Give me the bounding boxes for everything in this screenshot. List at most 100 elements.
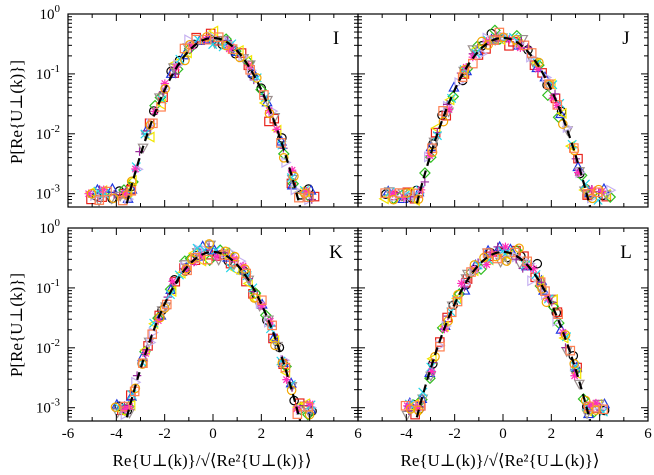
data-point-K-s10 [257,301,267,311]
data-point-I-s11 [108,193,119,204]
gaussian-fit-I [124,36,302,207]
data-point-L-s10 [585,400,595,410]
x-tick-label: 4 [306,426,314,442]
data-point-I-s12 [156,102,166,112]
data-point-J-s11 [593,184,604,195]
data-point-I-s10 [120,189,130,198]
data-point-J-s11 [402,188,412,198]
data-point-L-s10 [501,242,510,252]
data-point-J-s11 [438,116,449,127]
data-point-J-s5 [378,193,389,205]
y-tick-label: 10-1 [36,277,60,297]
data-point-I-s10 [187,41,197,51]
panel-I-data [84,25,320,207]
data-point-K-s10 [154,316,163,325]
data-point-K-s10 [120,405,130,414]
x-tick-label: -6 [62,426,75,442]
data-point-K-s12 [303,402,314,412]
data-point-K-s11 [229,251,240,262]
data-point-J-s11 [388,194,399,205]
data-point-J-s12 [569,143,579,153]
data-point-K-s11 [130,383,141,394]
data-point-I-s10 [226,42,236,51]
data-point-K-s12 [228,257,239,267]
x-tick-label: 0 [209,426,217,442]
data-point-L-s12 [452,296,463,307]
data-point-I-s11 [160,83,170,94]
data-point-K-s9 [192,243,202,253]
data-point-L-s11 [569,359,579,369]
data-point-I-s4 [305,184,317,195]
data-point-I-s3 [255,83,267,96]
data-point-K-s10 [168,277,177,286]
data-point-L-s12 [540,286,550,296]
data-point-L-s12 [482,248,493,258]
data-point-J-s9 [593,195,603,205]
data-point-I-s12 [227,44,238,54]
data-point-I-s10 [160,79,170,88]
data-point-I-s7 [184,34,195,46]
data-point-J-s6 [467,45,479,56]
y-axis-label-bottom: P[Re{U⊥(k)}] [7,273,26,377]
data-point-I-s10 [99,185,108,194]
data-point-L-s11 [501,256,512,266]
data-point-L-s8 [493,242,502,252]
y-tick-label: 100 [40,217,61,237]
panels-group: 10-3 10-2 10-1 100 I J 10-3 10-2 10-1 100 -6 -4 -2 0 2… [36,3,652,442]
data-point-K-s10 [197,251,206,260]
data-point-I-s12 [179,43,190,54]
data-point-I-s12 [259,90,269,100]
panel-K: 10-3 10-2 10-1 100 -6 -4 -2 0 2 4 6 K [36,217,362,442]
data-point-J-s11 [413,194,424,205]
data-point-I-s10 [287,166,297,175]
data-point-J-s12 [494,27,505,38]
data-point-I-s11 [145,120,156,130]
data-point-K-s11 [181,264,191,274]
data-point-I-s5 [144,131,155,143]
data-point-L-s10 [413,403,422,412]
data-point-I-s10 [131,164,140,174]
data-point-K-s12 [219,250,229,260]
x-axis-label-right: Re{U⊥(k)}/√⟨Re²{U⊥(k)}⟩ [401,451,600,470]
panel-I: 10-3 10-2 10-1 100 I [36,3,359,208]
x-tick-label: 4 [596,426,604,442]
y-tick-label: 10-2 [36,123,60,143]
data-point-J-s10 [548,93,558,103]
data-point-L-s10 [570,371,579,380]
data-point-L-s4 [482,244,494,255]
data-point-L-s5 [426,353,437,365]
panel-K-data [110,239,318,421]
data-point-J-s12 [394,188,405,198]
data-point-I-s1 [277,133,287,143]
data-point-L-s12 [583,401,594,412]
data-point-J-s10 [533,64,543,74]
data-point-K-s12 [267,320,277,331]
data-point-L-s6 [417,394,429,405]
data-point-L-s10 [482,260,491,269]
data-point-I-s2 [264,116,274,127]
data-point-I-s5 [208,25,219,37]
data-point-J-s10 [573,168,583,177]
data-point-I-s11 [278,153,289,163]
data-point-J-s8 [420,177,430,187]
data-point-I-s12 [245,64,255,75]
data-point-I-s9 [140,129,150,139]
data-point-K-s11 [110,402,121,412]
data-point-J-s5 [556,107,567,119]
data-point-J-s5 [600,188,611,201]
data-point-J-s6 [517,34,529,46]
data-point-K-s7 [120,408,131,421]
y-tick-label: 10-2 [36,337,60,357]
data-point-L-s6 [514,259,526,270]
data-point-K-s9 [225,263,236,273]
data-point-K-s10 [305,399,315,409]
x-tick-label: -4 [110,426,123,442]
data-point-J-s11 [534,57,544,68]
data-point-J-s12 [526,48,537,58]
data-point-L-s12 [598,404,608,415]
data-point-K-s12 [257,295,267,306]
x-axis-label-left: Re{U⊥(k)}/√⟨Re²{U⊥(k)}⟩ [113,451,312,470]
x-tick-label: -2 [448,426,461,442]
panel-label-K: K [329,242,343,263]
